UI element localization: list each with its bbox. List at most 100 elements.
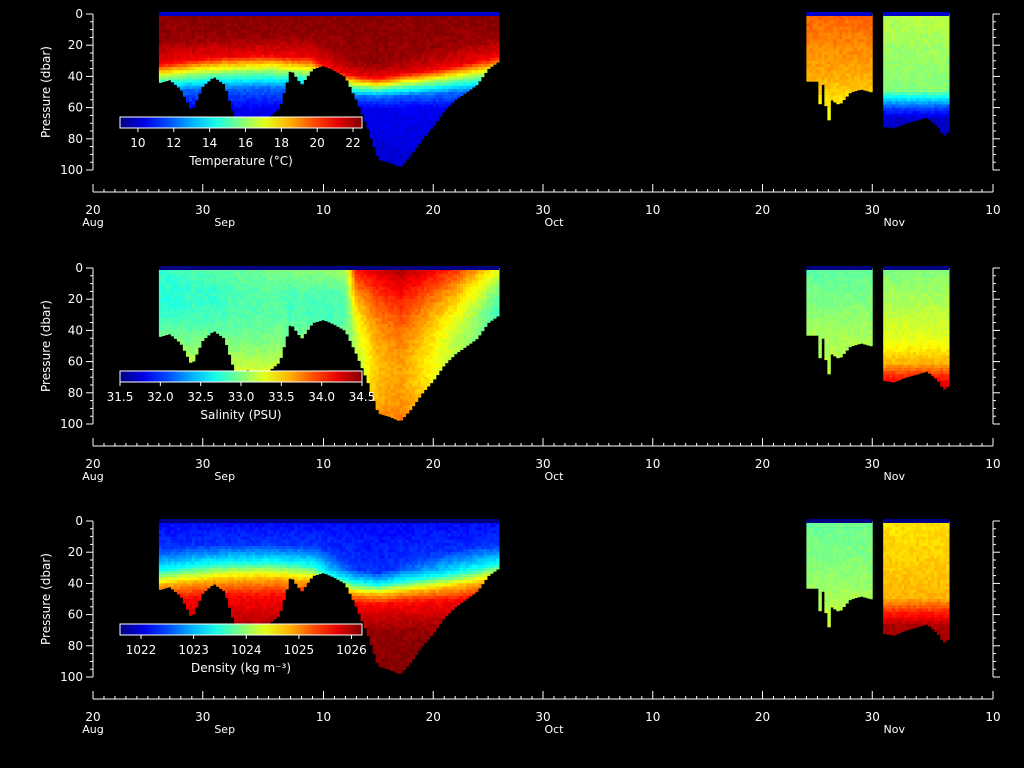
heatmap-cell — [456, 29, 461, 34]
heatmap-cell — [928, 98, 932, 102]
heatmap-cell — [243, 51, 247, 56]
heatmap-cell — [432, 95, 437, 99]
heatmap-cell — [845, 88, 849, 93]
heatmap-cell — [402, 104, 407, 109]
heatmap-cell — [426, 26, 431, 31]
heatmap-cell — [806, 76, 810, 81]
heatmap-cell — [842, 39, 846, 43]
heatmap-cell — [842, 48, 846, 53]
heatmap-cell — [279, 23, 283, 28]
heatmap-cell — [453, 82, 458, 87]
heatmap-cell — [240, 95, 244, 99]
heatmap-cell — [309, 29, 313, 34]
heatmap-cell — [426, 32, 431, 37]
heatmap-cell — [264, 70, 268, 74]
heatmap-cell — [363, 26, 367, 31]
heatmap-cell — [318, 42, 322, 46]
heatmap-cell — [170, 274, 175, 278]
heatmap-cell — [411, 126, 416, 131]
heatmap-cell — [179, 35, 184, 40]
heatmap-cell — [423, 129, 428, 134]
heatmap-cell — [158, 29, 163, 34]
heatmap-cell — [348, 42, 352, 46]
heatmap-cell — [192, 104, 196, 108]
heatmap-cell — [240, 98, 244, 102]
heatmap-cell — [219, 32, 223, 37]
heatmap-cell — [387, 32, 392, 37]
heatmap-cell — [435, 26, 440, 31]
heatmap-cell — [845, 32, 849, 37]
heatmap-cell — [393, 123, 398, 127]
heatmap-cell — [854, 67, 858, 71]
heatmap-cell — [327, 67, 331, 69]
heatmap-cell — [435, 85, 440, 90]
heatmap-cell — [390, 120, 395, 124]
heatmap-cell — [360, 85, 364, 90]
heatmap-cell — [255, 26, 259, 31]
heatmap-cell — [402, 145, 407, 149]
heatmap-cell — [309, 60, 313, 65]
heatmap-cell — [252, 92, 256, 96]
heatmap-cell — [192, 101, 196, 106]
heatmap-cell — [460, 29, 464, 34]
heatmap-cell — [946, 113, 950, 118]
heatmap-cell — [164, 48, 169, 53]
heatmap-cell — [919, 57, 923, 62]
heatmap-cell — [303, 48, 307, 53]
heatmap-cell — [420, 76, 425, 81]
heatmap-cell — [399, 42, 404, 46]
heatmap-cell — [830, 45, 834, 49]
heatmap-cell — [809, 79, 813, 82]
heatmap-cell — [270, 32, 274, 37]
heatmap-cell — [176, 63, 181, 68]
heatmap-cell — [213, 45, 217, 49]
heatmap-cell — [264, 39, 268, 43]
heatmap-cell — [351, 29, 355, 34]
heatmap-cell — [910, 88, 914, 93]
heatmap-cell — [408, 29, 413, 34]
heatmap-cell — [845, 39, 849, 43]
heatmap-cell — [279, 48, 283, 53]
heatmap-cell — [940, 98, 944, 102]
heatmap-cell — [186, 85, 190, 90]
heatmap-cell — [839, 79, 843, 84]
heatmap-cell — [857, 26, 861, 31]
heatmap-cell — [161, 76, 166, 81]
heatmap-cell — [321, 45, 325, 49]
heatmap-cell — [246, 98, 250, 102]
heatmap-cell — [821, 51, 825, 56]
heatmap-cell — [472, 45, 476, 49]
heatmap-cell — [490, 29, 494, 34]
heatmap-cell — [216, 20, 220, 24]
heatmap-cell — [411, 92, 416, 96]
heatmap-cell — [466, 32, 470, 37]
heatmap-cell — [441, 67, 446, 71]
heatmap-cell — [387, 154, 392, 159]
heatmap-cell — [276, 26, 280, 31]
heatmap-cell — [333, 45, 337, 49]
heatmap-cell — [246, 23, 250, 28]
heatmap-cell — [484, 17, 488, 21]
heatmap-cell — [270, 39, 274, 43]
heatmap-cell — [357, 101, 361, 106]
heatmap-cell — [809, 23, 813, 28]
heatmap-cell — [258, 45, 262, 49]
heatmap-cell — [432, 104, 437, 109]
heatmap-cell — [475, 73, 479, 78]
heatmap-cell — [469, 20, 473, 24]
heatmap-cell — [189, 107, 193, 109]
heatmap-cell — [375, 120, 379, 124]
heatmap-cell — [444, 45, 449, 49]
heatmap-cell — [910, 63, 914, 68]
heatmap-cell — [402, 79, 407, 84]
heatmap-cell — [267, 63, 271, 68]
heatmap-cell — [375, 148, 379, 152]
heatmap-cell — [399, 163, 404, 167]
heatmap-cell — [369, 117, 373, 121]
heatmap-cell — [207, 42, 211, 46]
heatmap-cell — [429, 20, 434, 24]
heatmap-cell — [937, 20, 941, 24]
heatmap-cell — [366, 67, 370, 71]
heatmap-cell — [393, 88, 398, 93]
heatmap-cell — [860, 54, 864, 59]
